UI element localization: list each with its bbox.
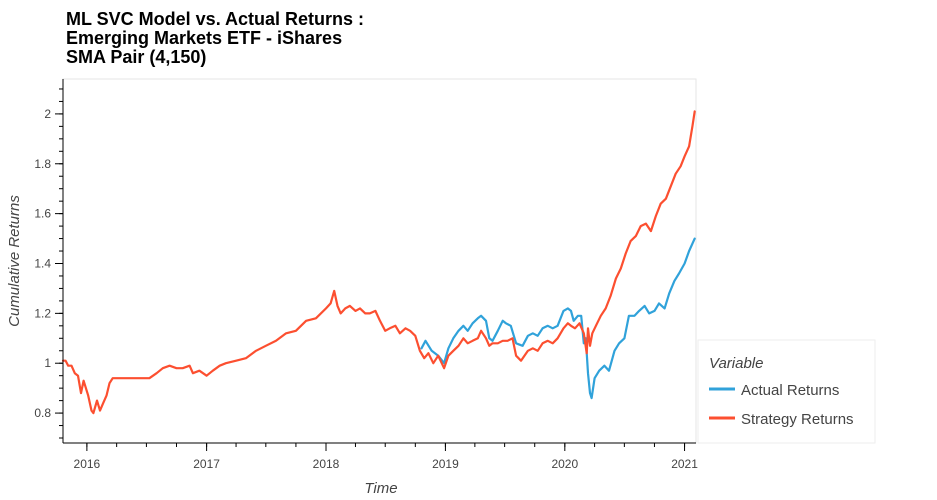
legend-box [697,339,876,444]
legend-label-strategy-returns: Strategy Returns [741,411,854,428]
y-tick-label: 1.2 [34,306,51,320]
x-tick-label: 2017 [193,457,220,471]
chart-title-line: Emerging Markets ETF - iShares [66,28,342,48]
x-axis-label: Time [364,480,397,497]
legend-label-actual-returns: Actual Returns [741,382,839,399]
x-axis: 2016 2017 2018 2019 2020 2021 [63,442,698,471]
y-tick-label: 1 [44,356,51,370]
series-lines [61,110,696,415]
x-tick-label: 2020 [551,457,578,471]
x-tick-label: 2019 [432,457,459,471]
y-tick-label: 1.6 [34,207,51,221]
chart-title: ML SVC Model vs. Actual Returns :Emergin… [66,9,364,67]
y-tick-label: 1.8 [34,157,51,171]
y-tick-label: 0.8 [34,406,51,420]
series-line-actual-returns [420,237,696,400]
legend: Variable Actual Returns Strategy Returns [697,339,876,444]
legend-title: Variable [709,355,763,372]
x-tick-label: 2021 [671,457,698,471]
chart-title-line: SMA Pair (4,150) [66,47,206,67]
y-axis-label: Cumulative Returns [6,195,23,327]
x-tick-label: 2016 [74,457,101,471]
plot-area [62,78,697,444]
y-tick-label: 2 [44,107,51,121]
x-tick-label: 2018 [313,457,340,471]
series-line-strategy-returns [61,110,696,415]
y-axis: 0.8 1 1.2 1.4 1.6 1.8 2 [34,79,64,443]
y-tick-label: 1.4 [34,256,51,270]
chart-title-line: ML SVC Model vs. Actual Returns : [66,9,364,29]
